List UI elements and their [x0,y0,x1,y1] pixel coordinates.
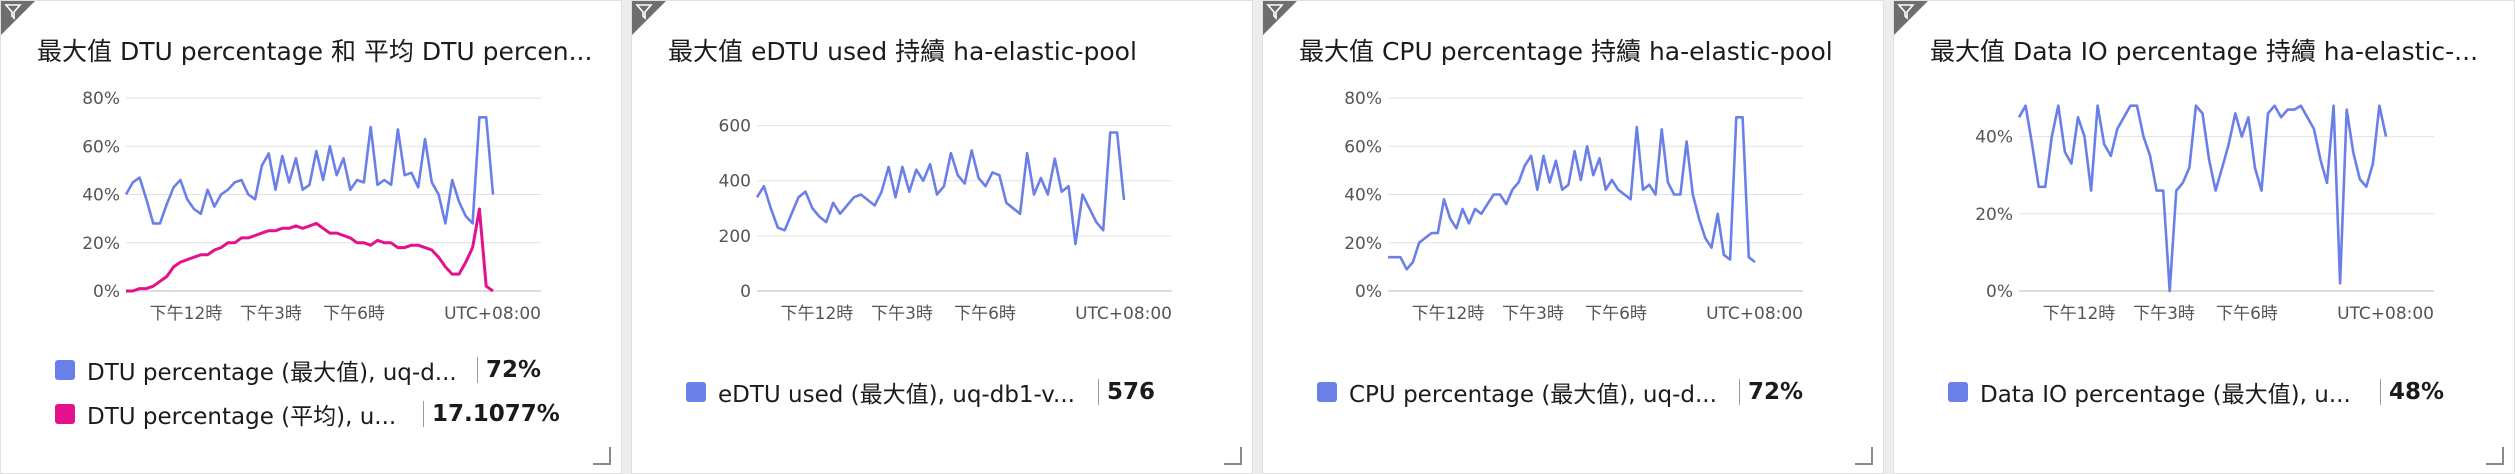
y-tick-label: 40% [1975,128,2013,148]
x-tick-label: 下午12時 [1412,304,1485,324]
series-line [126,207,494,293]
resize-handle[interactable] [593,447,611,465]
legend-value: 48% [2389,379,2445,405]
legend-value: 576 [1107,379,1156,405]
legend-separator [2380,379,2381,405]
legend-swatch [1948,382,1968,402]
legend-swatch [686,382,706,402]
y-tick-label: 20% [1975,205,2013,225]
legend-value: 72% [486,357,542,383]
legend-value: 17.1077% [432,401,560,427]
legend-label: Data IO percentage (最大值), u... [1980,382,2351,408]
filter-icon [1266,4,1284,20]
y-tick-label: 200 [719,227,751,247]
x-tick-label: 下午3時 [240,304,302,324]
y-tick-label: 600 [719,117,751,137]
legend-item-dtu-avg[interactable]: DTU percentage (平均), u... 17.1077% [55,397,560,431]
resize-handle[interactable] [2486,447,2504,465]
y-tick-label: 0% [93,282,120,302]
y-tick-label: 20% [82,234,120,254]
x-tick-label: 下午6時 [2216,304,2278,324]
filter-icon [635,4,653,20]
y-tick-label: 40% [82,186,120,206]
y-tick-label: 400 [719,172,751,192]
series-line [2017,104,2388,293]
legend-item-dtu-max[interactable]: DTU percentage (最大值), uq-d... 72% [55,353,541,387]
filter-icon [4,4,22,20]
dtu-line-chart[interactable]: 80% 60% 40% 20% 0% 下午12時 下午3時 下午6時 UTC+08:00 [1,81,623,331]
x-tick-label: UTC+08:00 [444,304,541,324]
tile-cpu-percentage[interactable]: 最大值 CPU percentage 持續 ha-elastic-pool 80… [1262,0,1884,474]
legend-swatch [55,360,75,380]
data-io-line-chart[interactable]: 40% 20% 0% 下午12時 下午3時 下午6時 UTC+08:00 [1894,81,2515,331]
tile-dtu-percentage[interactable]: 最大值 DTU percentage 和 平均 DTU percen... 80… [0,0,622,474]
series-line [1388,115,1756,271]
edtu-line-chart[interactable]: 600 400 200 0 下午12時 下午3時 下午6時 UTC+08:00 [632,81,1254,331]
x-tick-label: 下午6時 [954,304,1016,324]
tile-edtu-used[interactable]: 最大值 eDTU used 持續 ha-elastic-pool 600 400 2… [631,0,1253,474]
legend-swatch [1317,382,1337,402]
tile-title: 最大值 CPU percentage 持續 ha-elastic-pool [1299,37,1833,66]
y-tick-label: 0% [1355,282,1382,302]
x-tick-label: UTC+08:00 [1706,304,1803,324]
y-tick-label: 60% [1344,137,1382,157]
legend-value: 72% [1748,379,1804,405]
filter-icon [1897,4,1915,20]
legend-label: DTU percentage (最大值), uq-d... [87,360,457,386]
legend-separator [1098,379,1099,405]
legend-item-edtu-max[interactable]: eDTU used (最大值), uq-db1-v... 576 [686,375,1155,409]
x-tick-label: 下午6時 [1585,304,1647,324]
y-tick-label: 80% [1344,89,1382,109]
y-tick-label: 20% [1344,234,1382,254]
y-tick-label: 0% [1986,282,2013,302]
resize-handle[interactable] [1224,447,1242,465]
x-tick-label: 下午3時 [2133,304,2195,324]
y-tick-label: 80% [82,89,120,109]
x-tick-label: 下午12時 [150,304,223,324]
resize-handle[interactable] [1855,447,1873,465]
x-tick-label: 下午6時 [323,304,385,324]
y-tick-label: 60% [82,137,120,157]
legend-swatch [55,404,75,424]
legend-label: DTU percentage (平均), u... [87,404,397,430]
legend-item-data-io-max[interactable]: Data IO percentage (最大值), u... 48% [1948,375,2444,409]
legend-label: CPU percentage (最大值), uq-d... [1349,382,1717,408]
legend-separator [477,357,478,383]
y-tick-label: 40% [1344,186,1382,206]
legend-label: eDTU used (最大值), uq-db1-v... [718,382,1075,408]
x-tick-label: UTC+08:00 [2337,304,2434,324]
x-tick-label: 下午12時 [2043,304,2116,324]
series-line [124,115,495,225]
x-tick-label: 下午3時 [871,304,933,324]
legend-separator [1739,379,1740,405]
tile-title: 最大值 Data IO percentage 持續 ha-elastic-... [1930,37,2479,66]
series-line [755,131,1126,246]
legend-separator [423,401,424,427]
cpu-line-chart[interactable]: 80% 60% 40% 20% 0% 下午12時 下午3時 下午6時 UTC+08:00 [1263,81,1885,331]
y-tick-label: 0 [740,282,751,302]
x-tick-label: 下午3時 [1502,304,1564,324]
legend-item-cpu-max[interactable]: CPU percentage (最大值), uq-d... 72% [1317,375,1803,409]
tile-data-io-percentage[interactable]: 最大值 Data IO percentage 持續 ha-elastic-...… [1893,0,2515,474]
x-tick-label: UTC+08:00 [1075,304,1172,324]
x-tick-label: 下午12時 [781,304,854,324]
tile-title: 最大值 eDTU used 持續 ha-elastic-pool [668,37,1137,66]
tile-title: 最大值 DTU percentage 和 平均 DTU percen... [37,37,593,66]
